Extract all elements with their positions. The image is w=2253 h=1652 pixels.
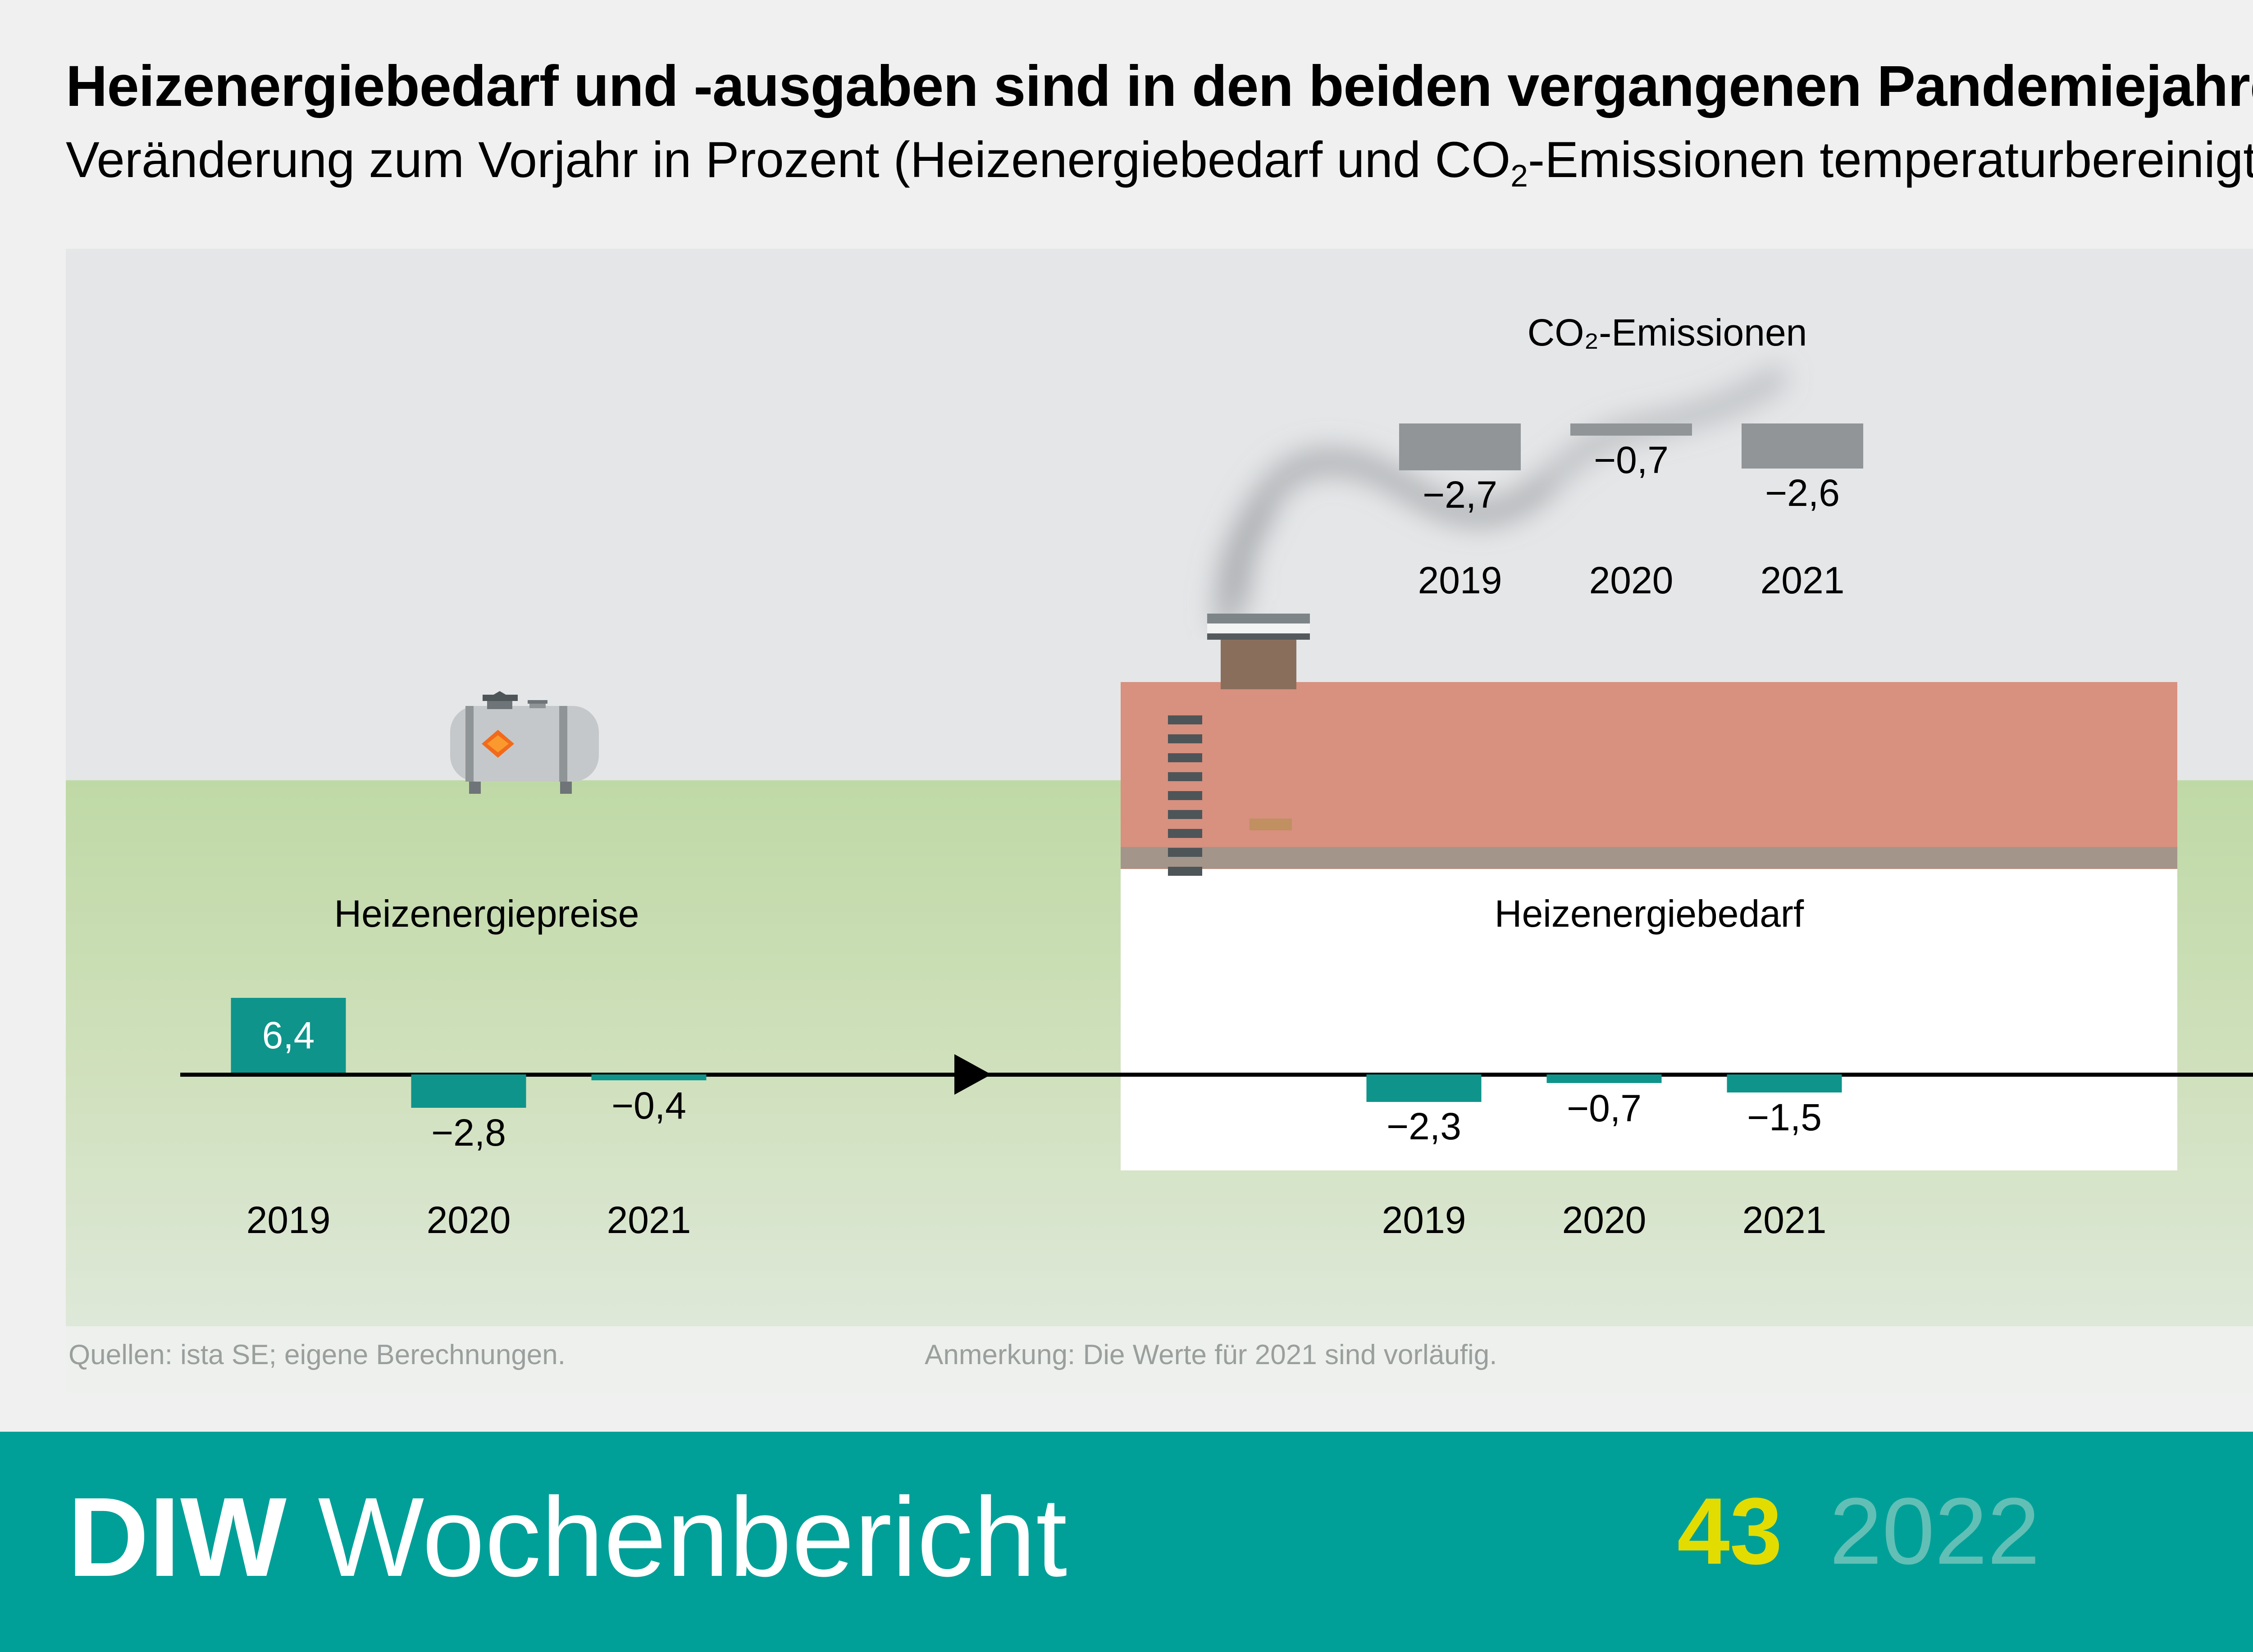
preise-bar-2020[interactable] <box>411 1074 526 1108</box>
preise-year-2019: 2019 <box>246 1199 331 1241</box>
page-subtitle: Veränderung zum Vorjahr in Prozent (Heiz… <box>66 131 2253 194</box>
chart-title-heizenergiepreise: Heizenergiepreise <box>334 892 639 935</box>
house-roof <box>1121 682 2177 869</box>
bedarf-year-2020: 2020 <box>1562 1199 1646 1241</box>
banner-issue-number: 43 <box>1677 1478 1783 1584</box>
co2-year-2019: 2019 <box>1418 559 1502 601</box>
chimney-cap-top <box>1207 614 1310 623</box>
chart-group-heizenergiepreise: Heizenergiepreise 6,4 2019 −2,8 2020 −0,… <box>171 892 802 1279</box>
house-body <box>1121 869 2177 1170</box>
chart-group-heizenergiebedarf: Heizenergiebedarf −2,3 2019 −0,7 2020 −1… <box>1253 892 2046 1279</box>
banner-issue-year: 2022 <box>1829 1478 2040 1584</box>
bedarf-bar-2021[interactable] <box>1727 1074 1842 1092</box>
co2-bar-2021[interactable] <box>1742 423 1863 469</box>
bedarf-bar-2019[interactable] <box>1366 1074 1482 1102</box>
chimney-cap-lower <box>1207 633 1310 640</box>
preise-year-2021: 2021 <box>607 1199 691 1241</box>
house-roof-base <box>1121 847 2177 869</box>
co2-value-2019: −2,7 <box>1423 473 1497 516</box>
co2-year-2021: 2021 <box>1760 559 1845 601</box>
preise-bar-2019[interactable] <box>231 998 346 1073</box>
chart-title-co2: CO₂-Emissionen <box>1527 311 1807 354</box>
co2-value-2020: −0,7 <box>1594 439 1669 481</box>
co2-bar-2019[interactable] <box>1399 423 1521 470</box>
preise-year-2020: 2020 <box>426 1199 511 1241</box>
bedarf-value-2020: −0,7 <box>1567 1087 1642 1129</box>
oil-tank-icon <box>450 691 599 794</box>
footer-sources: Quellen: ista SE; eigene Berechnungen. <box>68 1339 566 1370</box>
footer-band <box>66 1326 2253 1393</box>
bedarf-year-2019: 2019 <box>1382 1199 1466 1241</box>
chimney-cap-mid <box>1207 623 1310 633</box>
preise-value-2021: −0,4 <box>611 1084 686 1127</box>
preise-value-2019: 6,4 <box>262 1014 315 1056</box>
chart-group-co2: CO₂-Emissionen −2,7 2019 −0,7 2020 −2,6 … <box>1329 311 2005 653</box>
zero-axis-line <box>180 1073 2253 1077</box>
banner-brand: DIW Wochenbericht <box>68 1472 1067 1602</box>
subtitle-part-2: -Emissionen temperaturbereinigt) <box>1528 132 2253 188</box>
page-title: Heizenergiebedarf und -ausgaben sind in … <box>66 54 2253 118</box>
bedarf-value-2019: −2,3 <box>1386 1105 1461 1147</box>
chart-title-heizenergiebedarf: Heizenergiebedarf <box>1494 892 1804 935</box>
footer-remark: Anmerkung: Die Werte für 2021 sind vorlä… <box>925 1339 1497 1370</box>
bedarf-value-2021: −1,5 <box>1747 1096 1822 1138</box>
bottom-banner <box>0 1432 2253 1652</box>
subtitle-subscript: 2 <box>1510 158 1528 193</box>
co2-year-2020: 2020 <box>1589 559 1674 601</box>
roof-vent-icon <box>1250 819 1292 830</box>
chimney-icon <box>1221 631 1296 689</box>
ladder-icon <box>1168 715 1202 877</box>
subtitle-part-1: Veränderung zum Vorjahr in Prozent (Heiz… <box>66 132 1511 188</box>
bedarf-bar-2020[interactable] <box>1546 1074 1662 1083</box>
banner-brand-diw: DIW <box>68 1474 287 1600</box>
preise-bar-2021[interactable] <box>591 1074 707 1080</box>
co2-bar-2020[interactable] <box>1570 423 1692 436</box>
co2-value-2021: −2,6 <box>1765 472 1840 514</box>
preise-value-2020: −2,8 <box>431 1111 506 1154</box>
banner-brand-wochenbericht: Wochenbericht <box>286 1474 1067 1600</box>
flow-arrow-1-icon <box>954 1054 991 1095</box>
bedarf-year-2021: 2021 <box>1742 1199 1827 1241</box>
